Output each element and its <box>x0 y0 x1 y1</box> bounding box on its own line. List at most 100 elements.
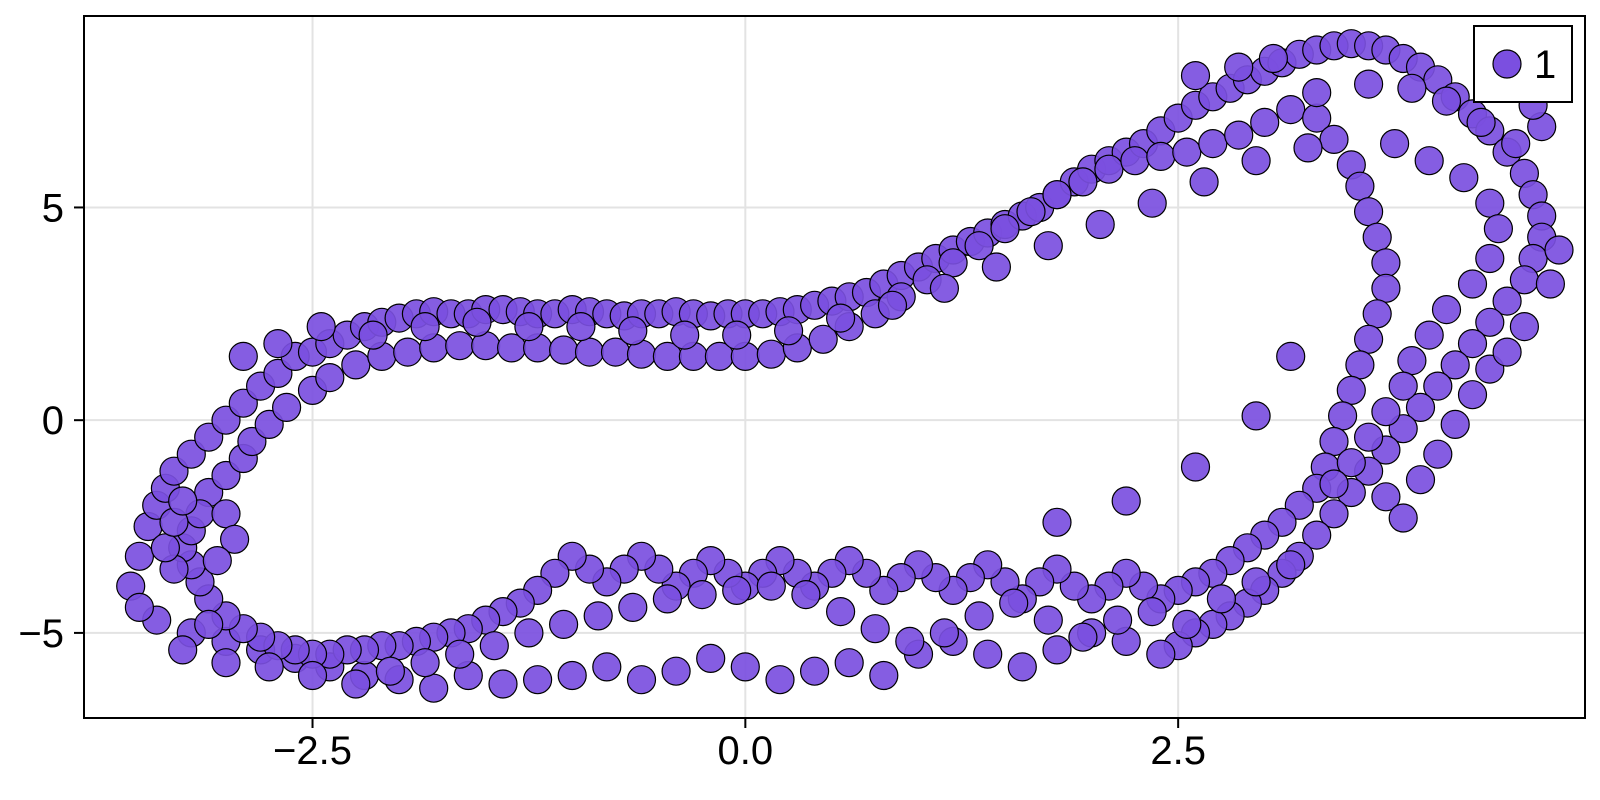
data-point <box>834 648 864 678</box>
legend-label: 1 <box>1534 43 1556 87</box>
data-point <box>1224 52 1254 82</box>
data-point <box>124 541 154 571</box>
data-point <box>1397 73 1427 103</box>
data-point <box>522 665 553 695</box>
data-point <box>661 656 691 686</box>
data-point <box>168 635 198 665</box>
data-point <box>410 312 440 342</box>
data-point <box>1535 269 1566 299</box>
data-point <box>263 329 293 359</box>
data-point <box>220 524 250 554</box>
data-point <box>1353 197 1384 227</box>
data-point <box>1172 609 1202 640</box>
data-point <box>1033 231 1063 261</box>
data-point <box>1276 94 1306 125</box>
data-point <box>722 320 752 350</box>
data-point <box>618 316 648 346</box>
data-point <box>1033 605 1063 635</box>
data-point <box>1085 209 1115 240</box>
data-point <box>1501 129 1531 159</box>
data-point <box>1016 197 1046 227</box>
data-point <box>211 499 241 529</box>
data-point <box>375 656 405 686</box>
data-point <box>799 656 830 686</box>
axis-ticks <box>74 206 1180 728</box>
data-point <box>462 307 492 337</box>
data-point <box>1345 350 1375 380</box>
data-point <box>964 601 994 631</box>
data-point <box>1466 107 1496 138</box>
data-point <box>929 273 960 303</box>
data-point <box>1172 137 1202 167</box>
data-point <box>1250 107 1280 138</box>
data-point <box>1405 465 1436 495</box>
plot-frame <box>83 15 1586 719</box>
data-point <box>1302 77 1332 108</box>
data-point <box>445 639 475 669</box>
data-point <box>583 601 613 631</box>
data-point <box>791 579 821 610</box>
data-point <box>756 571 786 601</box>
data-point <box>1258 43 1289 74</box>
data-point <box>1371 273 1401 303</box>
data-point <box>1457 269 1488 299</box>
data-point <box>1137 188 1167 218</box>
data-point <box>1371 397 1401 427</box>
data-point <box>1405 392 1436 422</box>
data-point <box>557 660 587 691</box>
data-point <box>297 660 328 691</box>
data-point <box>1362 299 1392 329</box>
data-point <box>1431 86 1462 116</box>
data-point <box>514 312 544 342</box>
data-point <box>1475 188 1505 218</box>
data-point <box>1302 520 1332 550</box>
data-point <box>670 320 700 350</box>
data-point <box>1068 622 1098 652</box>
data-point <box>1423 439 1453 469</box>
data-point <box>1397 346 1427 376</box>
data-point <box>1276 550 1306 580</box>
data-point <box>1327 401 1358 431</box>
data-point <box>626 665 657 695</box>
legend: 1 <box>1473 25 1573 103</box>
data-point <box>228 341 258 371</box>
data-point <box>1180 452 1211 482</box>
data-point <box>1042 507 1072 537</box>
data-point <box>1492 337 1522 367</box>
data-point <box>860 614 890 644</box>
data-point <box>1431 295 1462 325</box>
data-point <box>756 339 786 369</box>
data-point <box>1146 141 1176 171</box>
data-point <box>1241 401 1271 431</box>
data-point <box>1371 248 1401 278</box>
data-point <box>825 303 856 333</box>
data-point <box>1319 469 1349 499</box>
data-point <box>1449 163 1479 193</box>
data-point <box>445 331 475 361</box>
legend-marker <box>1492 49 1522 79</box>
data-point <box>869 660 899 691</box>
data-point <box>1457 329 1488 359</box>
data-point <box>990 214 1020 244</box>
data-point <box>1509 312 1540 342</box>
data-point <box>1241 146 1271 176</box>
data-point <box>1146 639 1176 669</box>
data-point <box>150 533 180 563</box>
data-point <box>938 248 968 278</box>
data-point <box>1319 499 1349 529</box>
data-point <box>358 320 388 350</box>
data-point <box>514 618 544 648</box>
data-point <box>124 592 154 623</box>
data-point <box>1180 60 1211 91</box>
data-point <box>1336 375 1366 405</box>
data-point <box>1068 167 1098 197</box>
data-point <box>722 575 752 606</box>
data-point <box>1414 320 1444 350</box>
data-point <box>1293 133 1323 163</box>
data-point <box>1319 124 1349 154</box>
data-point <box>1345 171 1375 201</box>
data-points <box>116 29 1574 703</box>
data-point <box>895 626 925 657</box>
data-point <box>1388 371 1418 401</box>
data-point <box>574 337 605 367</box>
